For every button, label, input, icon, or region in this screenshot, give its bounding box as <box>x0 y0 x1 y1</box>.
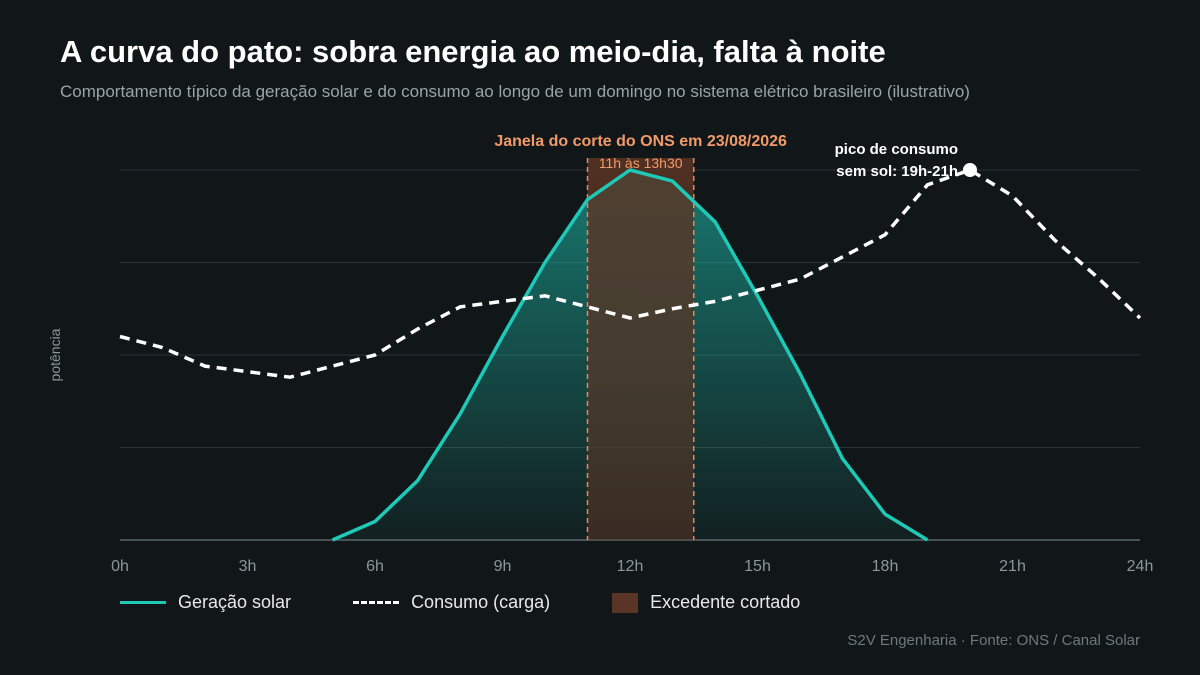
curtailment-title: Janela do corte do ONS em 23/08/2026 <box>494 133 787 150</box>
y-axis-label: potência <box>47 328 63 381</box>
x-tick-label: 0h <box>111 558 129 575</box>
series-line-solar <box>331 168 929 542</box>
x-tick-label: 21h <box>999 558 1026 575</box>
x-tick-label: 18h <box>872 558 899 575</box>
chart-title: A curva do pato: sobra energia ao meio-d… <box>60 34 886 69</box>
legend-item-excedente: Excedente cortado <box>612 592 800 613</box>
source-footer: S2V Engenharia · Fonte: ONS / Canal Sola… <box>847 632 1140 649</box>
legend-label-excedente: Excedente cortado <box>650 592 801 612</box>
x-tick-label: 3h <box>239 558 257 575</box>
peak-label-line2: sem sol: 19h-21h <box>836 163 958 180</box>
legend: Geração solar Consumo (carga) Excedente … <box>120 592 862 613</box>
x-tick-label: 24h <box>1127 558 1154 575</box>
legend-swatch-solar <box>120 601 166 604</box>
x-tick-label: 9h <box>494 558 512 575</box>
peak-marker <box>963 163 977 177</box>
legend-label-consumo: Consumo (carga) <box>411 592 551 612</box>
curtailment-subtitle: 11h às 13h30 <box>599 155 683 171</box>
x-tick-label: 6h <box>366 558 384 575</box>
x-tick-label: 15h <box>744 558 771 575</box>
legend-item-consumo: Consumo (carga) <box>353 592 550 613</box>
legend-swatch-excedente <box>612 592 639 613</box>
legend-swatch-consumo <box>353 601 400 604</box>
peak-label-line1: pico de consumo <box>835 141 958 158</box>
legend-label-solar: Geração solar <box>178 592 292 612</box>
chart-subtitle: Comportamento típico da geração solar e … <box>60 82 970 101</box>
legend-item-solar: Geração solar <box>120 592 291 613</box>
series-line-consumo <box>119 168 1142 379</box>
curtailment-band <box>587 158 694 540</box>
x-tick-label: 12h <box>617 558 644 575</box>
